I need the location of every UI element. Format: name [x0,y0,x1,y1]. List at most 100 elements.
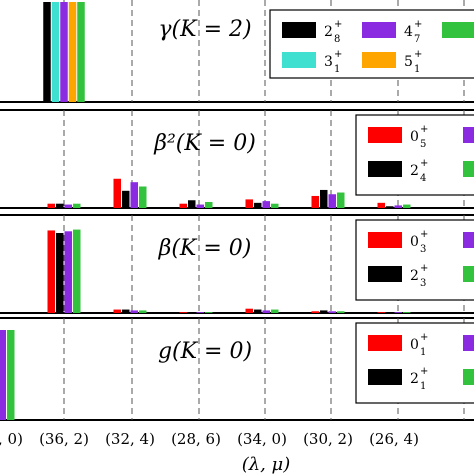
panel-0: γ(K = 2) 2 +8 4 +73 +1 5 +1 [0,0,474,103]
legend-swatch [368,161,402,177]
bar [139,310,147,313]
bar [337,192,345,208]
bar [386,312,394,313]
bar [271,203,279,208]
bar [328,311,336,313]
bar [188,312,196,313]
x-tick-labels: (40, 0) (36, 2) (32, 4) (28, 6) (34, 0) (30, … [0,430,419,448]
legend-label: 4 [404,24,413,40]
panel-title: g(K = 0) [158,339,252,364]
legend-label: 0 [410,234,419,250]
panel-frame [0,214,474,314]
x-axis-label: (λ, μ) [242,454,291,474]
x-tick-label: (26, 4) [369,430,419,448]
bar [394,205,402,208]
legend-label-sub: 5 [420,139,426,150]
panel-1: β²(K = 0) 0 +52 +4 [0,109,474,209]
bar [196,312,204,313]
bar [73,229,81,313]
bar [271,309,279,313]
bar [196,204,204,208]
legend-swatch [368,335,402,351]
legend-swatch [463,335,474,351]
bar [122,190,130,208]
bar [139,186,147,208]
x-tick-label: (40, 0) [0,430,23,448]
legend-swatch [368,232,402,248]
bar [73,203,81,208]
panel-frame [0,109,474,209]
legend-label-sup: + [334,49,342,60]
bar [245,308,253,313]
bar [68,2,77,102]
panel-frame [0,317,474,421]
legend-label-sub: 1 [334,64,340,75]
bar [254,309,262,313]
legend-label-sup: + [420,158,428,169]
panel-title: β(K = 0) [158,236,252,261]
bar [403,204,411,208]
bar [377,312,385,313]
x-tick-label: (34, 0) [237,430,287,448]
bar [320,189,328,208]
legend-swatch [362,52,396,68]
bar [188,200,196,208]
legend-label: 2 [410,268,419,284]
legend-label-sup: + [420,366,428,377]
panel-3: g(K = 0) 0 +12 +1 [0,317,474,421]
x-tick-label: (30, 2) [303,430,353,448]
bar [311,195,319,208]
bar [43,2,51,102]
panel-frame [0,101,474,103]
bar [394,312,402,313]
bar [77,2,85,102]
legend-label-sup: + [420,229,428,240]
legend-label: 3 [324,54,333,70]
legend-label-sup: + [414,49,422,60]
bar [60,2,68,102]
legend-label-sub: 1 [420,381,426,392]
bar [113,178,121,208]
bar [262,310,270,313]
legend-box [355,219,474,301]
legend-swatch [463,369,474,385]
bar [51,2,60,102]
bar [47,230,55,313]
legend-label-sup: + [420,332,428,343]
panel-title: γ(K = 2) [158,17,251,42]
bar [56,203,64,208]
legend-label: 0 [410,129,419,145]
legend-label: 5 [404,54,413,70]
bar [64,231,72,313]
x-tick-label: (32, 4) [105,430,155,448]
legend-label: 0 [410,337,419,353]
bar [130,182,138,208]
x-tick-label: (36, 2) [39,430,89,448]
bar [205,201,213,208]
legend-label: 2 [410,163,419,179]
legend-label-sub: 4 [420,173,426,184]
legend-label-sup: + [334,19,342,30]
bar [337,311,345,313]
legend-swatch [368,127,402,143]
panel-title: β²(K = 0) [153,131,256,156]
legend-swatch [282,52,316,68]
legend-label-sub: 7 [414,34,420,45]
legend-label-sub: 3 [420,244,426,255]
legend-swatch [463,127,474,143]
legend-swatch [368,369,402,385]
bar [56,233,64,313]
legend-label-sup: + [420,124,428,135]
bar [320,310,328,313]
legend-swatch [463,161,474,177]
legend-swatch [368,266,402,282]
legend-swatch [442,22,474,38]
bar [179,203,187,208]
bar [122,309,130,313]
bar [205,312,213,313]
legend-label-sub: 3 [420,278,426,289]
bar [377,202,385,208]
bar [254,202,262,208]
legend-swatch [463,266,474,282]
